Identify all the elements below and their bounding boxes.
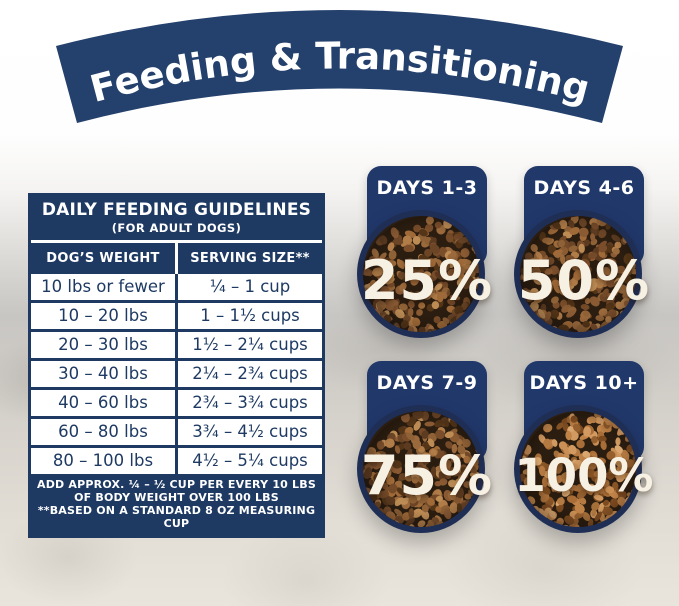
days-label: DAYS 7-9 xyxy=(376,372,478,394)
feeding-guidelines-table: DAILY FEEDING GUIDELINES (FOR ADULT DOGS… xyxy=(28,193,325,538)
kibble-photo xyxy=(514,405,642,533)
serving-cell: 2¾ – 3¾ cups xyxy=(175,390,322,416)
weight-cell: 10 lbs or fewer xyxy=(41,277,165,296)
weight-cell: 30 – 40 lbs xyxy=(58,364,148,383)
transition-step-days-1-3: DAYS 1-3 25% xyxy=(357,166,497,384)
days-label: DAYS 4-6 xyxy=(533,177,635,199)
table-row: 20 – 30 lbs 1½ – 2¼ cups xyxy=(31,329,322,358)
weight-cell: 40 – 60 lbs xyxy=(58,393,148,412)
transition-step-days-7-9: DAYS 7-9 75% xyxy=(357,361,497,579)
weight-cell: 80 – 100 lbs xyxy=(52,451,154,470)
table-subtitle: (FOR ADULT DOGS) xyxy=(111,221,242,235)
serving-cell: 3¾ – 4½ cups xyxy=(175,419,322,445)
serving-cell: 1 – 1½ cups xyxy=(175,303,322,329)
kibble-photo xyxy=(357,210,485,338)
kibble-photo xyxy=(514,210,642,338)
days-label: DAYS 1-3 xyxy=(376,177,478,199)
serving-cell: 1½ – 2¼ cups xyxy=(175,332,322,358)
weight-cell: 10 – 20 lbs xyxy=(58,306,148,325)
table-row: 60 – 80 lbs 3¾ – 4½ cups xyxy=(31,416,322,445)
kibble-texture xyxy=(363,411,479,527)
table-title-block: DAILY FEEDING GUIDELINES (FOR ADULT DOGS… xyxy=(31,196,322,243)
kibble-texture xyxy=(520,216,636,332)
weight-cell: 20 – 30 lbs xyxy=(58,335,148,354)
table-title: DAILY FEEDING GUIDELINES xyxy=(41,200,312,220)
table-row: 10 – 20 lbs 1 – 1½ cups xyxy=(31,300,322,329)
banner-arc: Feeding & Transitioning xyxy=(56,10,623,123)
column-header-serving: SERVING SIZE** xyxy=(175,243,322,274)
table-row: 30 – 40 lbs 2¼ – 2¾ cups xyxy=(31,358,322,387)
table-row: 10 lbs or fewer ¼ – 1 cup xyxy=(31,274,322,300)
transition-step-days-4-6: DAYS 4-6 50% xyxy=(514,166,654,384)
banner-ribbon-shape xyxy=(56,10,623,123)
kibble-photo xyxy=(357,405,485,533)
serving-cell: 4½ – 5¼ cups xyxy=(175,448,322,474)
table-footnote: ADD APPROX. ¼ – ½ CUP PER EVERY 10 LBS O… xyxy=(31,474,322,535)
weight-cell: 60 – 80 lbs xyxy=(58,422,148,441)
table-header-row: DOG’S WEIGHT SERVING SIZE** xyxy=(31,243,322,274)
transition-step-days-10-plus: DAYS 10+ 100% xyxy=(514,361,654,579)
serving-cell: 2¼ – 2¾ cups xyxy=(175,361,322,387)
kibble-texture xyxy=(520,411,636,527)
serving-cell: ¼ – 1 cup xyxy=(175,274,322,300)
table-row: 80 – 100 lbs 4½ – 5¼ cups xyxy=(31,445,322,474)
footnote-add-approx: ADD APPROX. ¼ – ½ CUP PER EVERY 10 LBS O… xyxy=(37,478,316,504)
kibble-texture xyxy=(363,216,479,332)
footnote-measuring-cup: **BASED ON A STANDARD 8 OZ MEASURING CUP xyxy=(37,504,316,530)
table-row: 40 – 60 lbs 2¾ – 3¾ cups xyxy=(31,387,322,416)
days-label: DAYS 10+ xyxy=(529,372,639,394)
column-header-weight: DOG’S WEIGHT xyxy=(46,251,160,266)
